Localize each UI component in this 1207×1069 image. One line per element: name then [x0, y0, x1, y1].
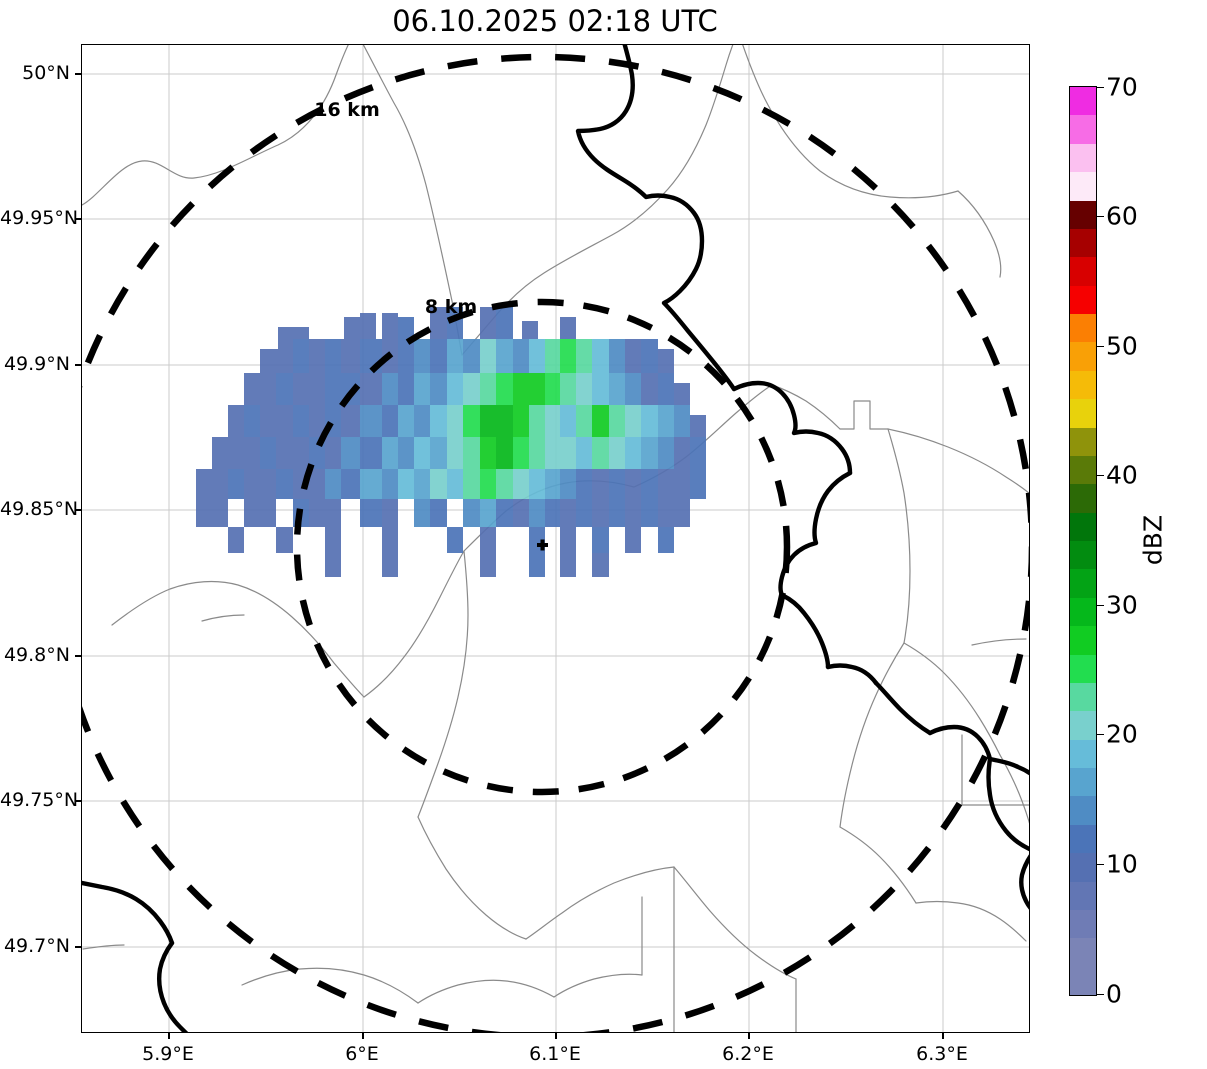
x-tickmark-6.1: [555, 1033, 557, 1039]
cb-tickmark-50: [1097, 346, 1104, 348]
colorbar-cell-4: [1070, 853, 1096, 882]
x-tick-label-6.0: 6°E: [345, 1043, 379, 1065]
cb-tickmark-60: [1097, 216, 1104, 218]
cb-tick-label-0: 0: [1106, 979, 1122, 1009]
colorbar-axis-label: dBZ: [1138, 514, 1168, 566]
cb-tick-label-20: 20: [1106, 719, 1138, 749]
colorbar-cell-14: [1070, 569, 1096, 598]
y-tickmark-49.9: [75, 364, 81, 366]
cb-tickmark-20: [1097, 734, 1104, 736]
colorbar-gradient-strip: [1070, 87, 1096, 995]
colorbar-cell-15: [1070, 541, 1096, 570]
radar-echo-tiles: [196, 307, 706, 577]
colorbar-cell-21: [1070, 370, 1096, 400]
y-tick-label-49.9: 49.9°N: [3, 353, 70, 375]
y-tick-label-49.8: 49.8°N: [3, 644, 70, 666]
radar-map-axes: 16 km 8 km: [81, 44, 1030, 1033]
colorbar-cell-26: [1070, 228, 1096, 258]
colorbar-cell-30: [1070, 115, 1096, 144]
y-tick-label-49.95: 49.95°N: [0, 207, 79, 229]
x-tickmark-6.0: [362, 1033, 364, 1039]
colorbar-cell-6: [1070, 796, 1096, 825]
y-tickmark-49.8: [75, 655, 81, 657]
radar-map-canvas: [82, 45, 1029, 1032]
page-title: 06.10.2025 02:18 UTC: [392, 4, 718, 38]
country-borders: [82, 45, 1029, 1032]
cb-tick-label-30: 30: [1106, 590, 1138, 620]
range-ring-8km: [293, 298, 791, 796]
cb-tickmark-10: [1097, 864, 1104, 866]
colorbar-cell-1: [1070, 938, 1096, 967]
y-tickmark-49.95: [75, 218, 81, 220]
y-tick-label-50: 50°N: [22, 62, 70, 84]
radar-site-marker: [537, 539, 548, 551]
colorbar-cell-3: [1070, 881, 1096, 910]
y-tick-label-49.75: 49.75°N: [0, 789, 79, 811]
colorbar-cell-27: [1070, 200, 1096, 229]
colorbar-cell-7: [1070, 768, 1096, 797]
cb-tickmark-70: [1097, 87, 1104, 89]
colorbar-cell-10: [1070, 682, 1096, 712]
y-tick-label-49.85: 49.85°N: [0, 498, 79, 520]
y-tickmark-49.7: [75, 946, 81, 948]
range-ring-label-16km: 16 km: [314, 99, 380, 121]
x-tick-label-6.2: 6.2°E: [722, 1043, 774, 1065]
colorbar-cell-9: [1070, 711, 1096, 740]
colorbar-cell-20: [1070, 399, 1096, 428]
y-tickmark-49.85: [75, 509, 81, 511]
colorbar-cell-28: [1070, 172, 1096, 201]
colorbar-cell-18: [1070, 455, 1096, 485]
y-tick-label-49.7: 49.7°N: [3, 935, 70, 957]
y-tickmark-50: [75, 73, 81, 75]
x-tickmark-6.2: [748, 1033, 750, 1039]
colorbar-cell-17: [1070, 484, 1096, 513]
colorbar-cell-5: [1070, 824, 1096, 854]
colorbar-cell-11: [1070, 654, 1096, 683]
x-tickmark-5.9: [168, 1033, 170, 1039]
cb-tickmark-40: [1097, 475, 1104, 477]
cb-tick-label-50: 50: [1106, 331, 1138, 361]
colorbar-cell-8: [1070, 739, 1096, 768]
y-tickmark-49.75: [75, 800, 81, 802]
colorbar-cell-29: [1070, 143, 1096, 173]
colorbar-cell-13: [1070, 597, 1096, 627]
cb-tick-label-60: 60: [1106, 201, 1138, 231]
colorbar-cell-0: [1070, 966, 1096, 995]
cb-tick-label-40: 40: [1106, 460, 1138, 490]
cb-tickmark-0: [1097, 994, 1104, 996]
colorbar-cell-16: [1070, 512, 1096, 541]
colorbar-cell-31: [1070, 87, 1096, 116]
colorbar-cell-24: [1070, 285, 1096, 314]
range-ring-label-8km: 8 km: [424, 296, 478, 318]
cb-tick-label-70: 70: [1106, 72, 1138, 102]
cb-tickmark-30: [1097, 605, 1104, 607]
colorbar-cell-2: [1070, 909, 1096, 939]
x-tick-label-6.1: 6.1°E: [529, 1043, 581, 1065]
colorbar-cell-23: [1070, 314, 1096, 343]
x-tick-label-6.3: 6.3°E: [916, 1043, 968, 1065]
colorbar-cell-22: [1070, 342, 1096, 371]
colorbar: [1069, 86, 1097, 996]
colorbar-cell-12: [1070, 626, 1096, 655]
colorbar-cell-19: [1070, 427, 1096, 456]
map-gridlines: [82, 45, 1029, 1032]
cb-tick-label-10: 10: [1106, 849, 1138, 879]
x-tickmark-6.3: [942, 1033, 944, 1039]
x-tick-label-5.9: 5.9°E: [142, 1043, 194, 1065]
colorbar-cell-25: [1070, 257, 1096, 286]
